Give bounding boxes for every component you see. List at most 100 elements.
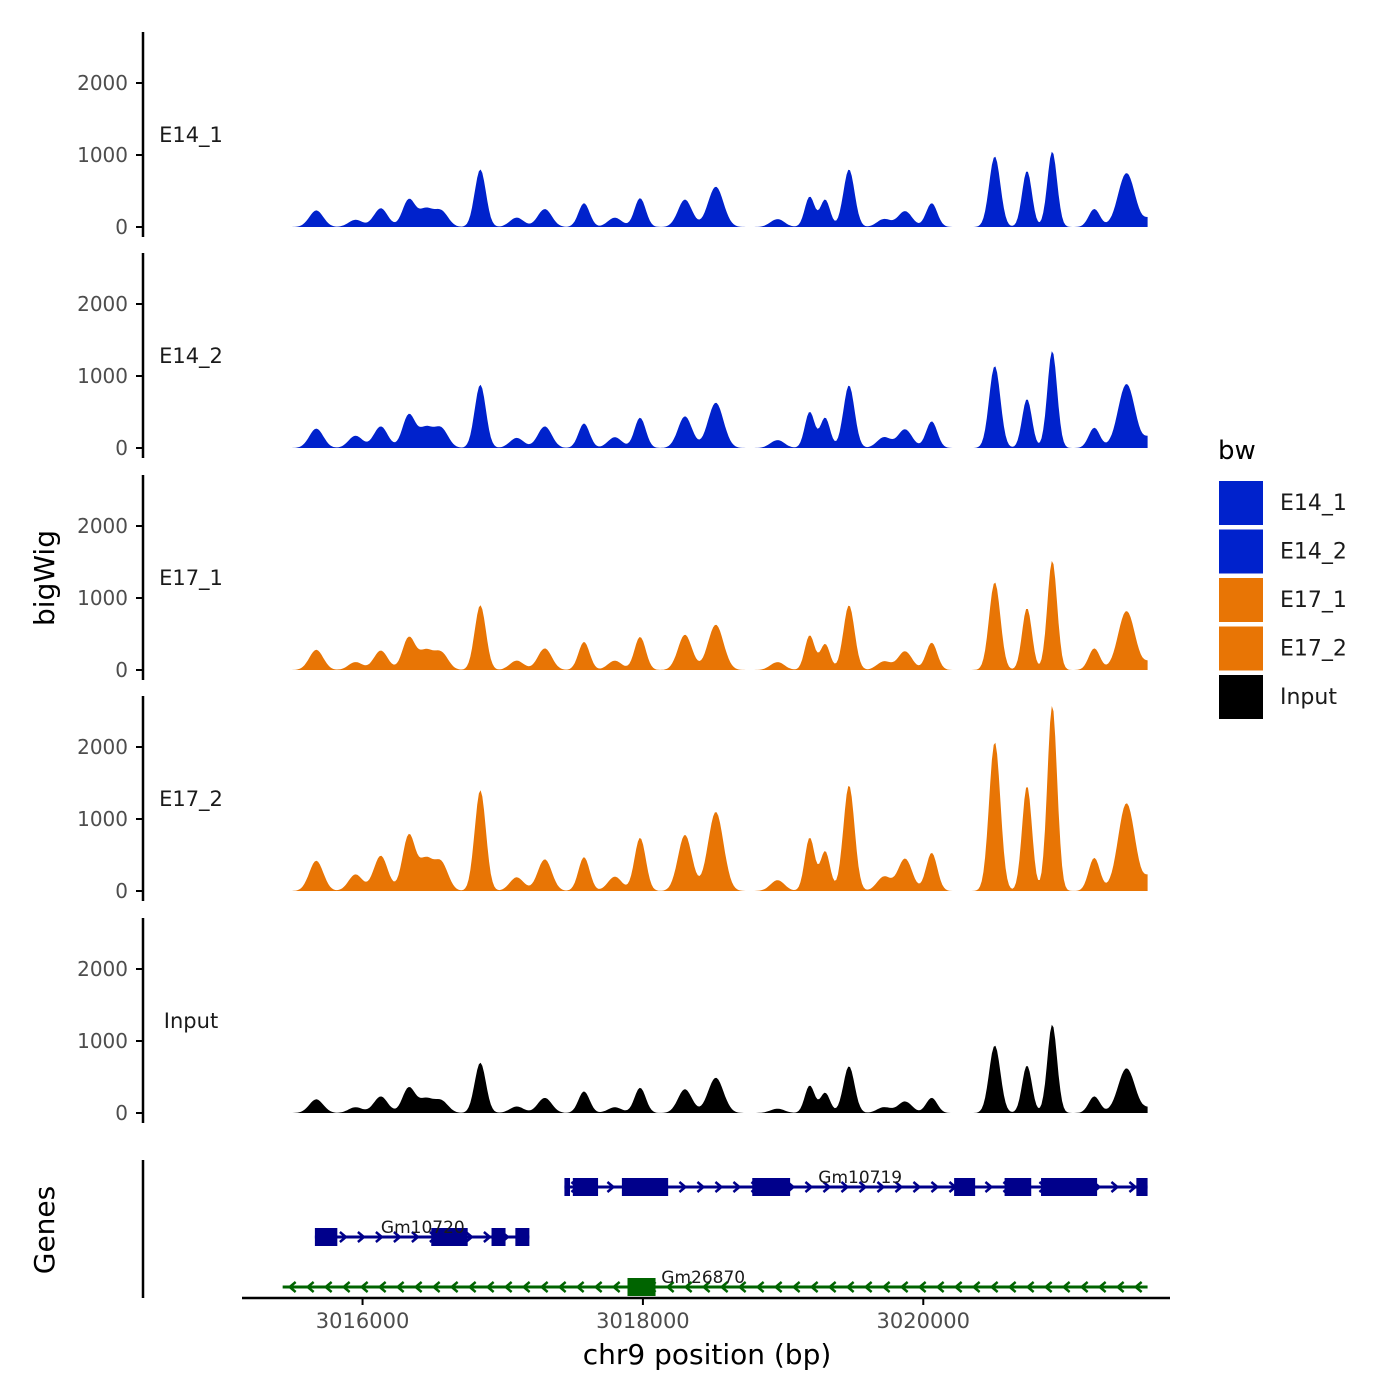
strand-chevron: [984, 1181, 994, 1193]
strand-chevron: [449, 1281, 459, 1293]
strand-chevron: [521, 1281, 531, 1293]
gene-Gm10719: Gm10719: [564, 1168, 1148, 1196]
strand-chevron: [827, 1281, 837, 1293]
y-axis-label: bigWig: [28, 530, 61, 626]
strand-chevron: [557, 1281, 567, 1293]
signal-area-E14_1: [292, 151, 1148, 227]
track-E14_1: 0 1000 2000 E14_1: [77, 32, 1148, 239]
exon: [752, 1178, 791, 1196]
legend-entry: Input: [1219, 675, 1337, 719]
strand-chevron: [606, 1181, 616, 1193]
strand-chevron: [395, 1281, 405, 1293]
strand-chevron: [467, 1281, 477, 1293]
legend-label: E14_1: [1280, 491, 1347, 516]
strand-chevron: [899, 1281, 909, 1293]
exon: [954, 1178, 976, 1196]
strand-chevron: [876, 1181, 886, 1193]
strand-chevron: [287, 1281, 297, 1293]
legend-label: E17_1: [1280, 588, 1347, 613]
strand-chevron: [341, 1281, 351, 1293]
strand-chevron: [339, 1231, 348, 1243]
strand-chevron: [1097, 1281, 1107, 1293]
strand-chevron: [732, 1181, 742, 1193]
legend-swatch: [1219, 578, 1263, 622]
strand-chevron: [912, 1181, 922, 1193]
strand-chevron: [804, 1181, 814, 1193]
strand-chevron: [678, 1181, 688, 1193]
track-E17_1: 0 1000 2000 E17_1: [77, 475, 1148, 682]
exon: [1041, 1178, 1098, 1196]
strand-chevron: [989, 1281, 999, 1293]
strand-chevron: [1079, 1281, 1089, 1293]
strand-chevron: [894, 1181, 904, 1193]
y-tick-label: 1000: [77, 143, 128, 167]
strand-chevron: [822, 1181, 832, 1193]
strand-chevron: [719, 1281, 729, 1293]
track-label: Input: [164, 1009, 218, 1033]
strand-chevron: [840, 1181, 850, 1193]
exon: [491, 1228, 506, 1246]
strand-chevron: [485, 1281, 495, 1293]
track-E17_2: 0 1000 2000 E17_2: [77, 696, 1148, 903]
legend-entry: E17_1: [1219, 578, 1347, 622]
strand-chevron: [393, 1231, 402, 1243]
strand-chevron: [714, 1181, 724, 1193]
strand-chevron: [377, 1281, 387, 1293]
legend-label: E14_2: [1280, 540, 1347, 565]
exon: [621, 1178, 669, 1196]
x-tick-label: 3016000: [316, 1309, 410, 1333]
strand-chevron: [930, 1181, 940, 1193]
y-tick-label: 0: [115, 879, 128, 903]
y-tick-label: 2000: [77, 71, 128, 95]
y-tick-label: 0: [115, 658, 128, 682]
legend-swatch: [1219, 626, 1263, 671]
legend-entry: E14_2: [1219, 529, 1347, 574]
signal-tracks: 0 1000 2000 E14_1 0 1000 2000 E14_2 0 1000 2000 E17…: [77, 32, 1148, 1125]
track-label: E14_1: [159, 123, 223, 148]
strand-chevron: [575, 1281, 585, 1293]
strand-chevron: [1110, 1181, 1120, 1193]
strand-chevron: [465, 1231, 474, 1243]
strand-chevron: [845, 1281, 855, 1293]
signal-area-Input: [292, 1024, 1148, 1113]
strand-chevron: [971, 1281, 981, 1293]
y-tick-label: 1000: [77, 1029, 128, 1053]
legend-swatch: [1219, 529, 1263, 574]
genes-axis-label: Genes: [28, 1186, 61, 1274]
strand-chevron: [323, 1281, 333, 1293]
y-tick-label: 1000: [77, 586, 128, 610]
x-axis: 3016000 3018000 3020000: [242, 1296, 1170, 1333]
strand-chevron: [773, 1281, 783, 1293]
legend-swatch: [1219, 675, 1263, 719]
exon: [1136, 1178, 1148, 1196]
legend-entry: E14_1: [1219, 481, 1347, 525]
exon: [627, 1278, 656, 1296]
strand-chevron: [431, 1281, 441, 1293]
signal-area-E14_2: [292, 351, 1148, 448]
y-tick-label: 0: [115, 436, 128, 460]
signal-area-E17_2: [292, 706, 1148, 891]
strand-chevron: [1025, 1281, 1035, 1293]
strand-chevron: [359, 1281, 369, 1293]
gene-label: Gm10720: [381, 1218, 465, 1238]
gene-Gm10720: Gm10720: [314, 1218, 530, 1246]
strand-chevron: [683, 1281, 693, 1293]
strand-chevron: [791, 1281, 801, 1293]
track-label: E17_2: [159, 787, 223, 812]
y-tick-label: 2000: [77, 292, 128, 316]
gene-label: Gm26870: [661, 1268, 745, 1288]
exon: [431, 1228, 468, 1246]
strand-chevron: [539, 1281, 549, 1293]
legend-title: bw: [1218, 436, 1256, 466]
strand-chevron: [1128, 1181, 1138, 1193]
signal-area-E17_1: [292, 561, 1148, 670]
y-tick-label: 2000: [77, 514, 128, 538]
legend-entry: E17_2: [1219, 626, 1347, 671]
y-tick-label: 1000: [77, 807, 128, 831]
strand-chevron: [503, 1281, 513, 1293]
strand-chevron: [665, 1281, 675, 1293]
y-tick-label: 0: [115, 215, 128, 239]
strand-chevron: [413, 1281, 423, 1293]
exon: [515, 1228, 530, 1246]
strand-chevron: [701, 1281, 711, 1293]
